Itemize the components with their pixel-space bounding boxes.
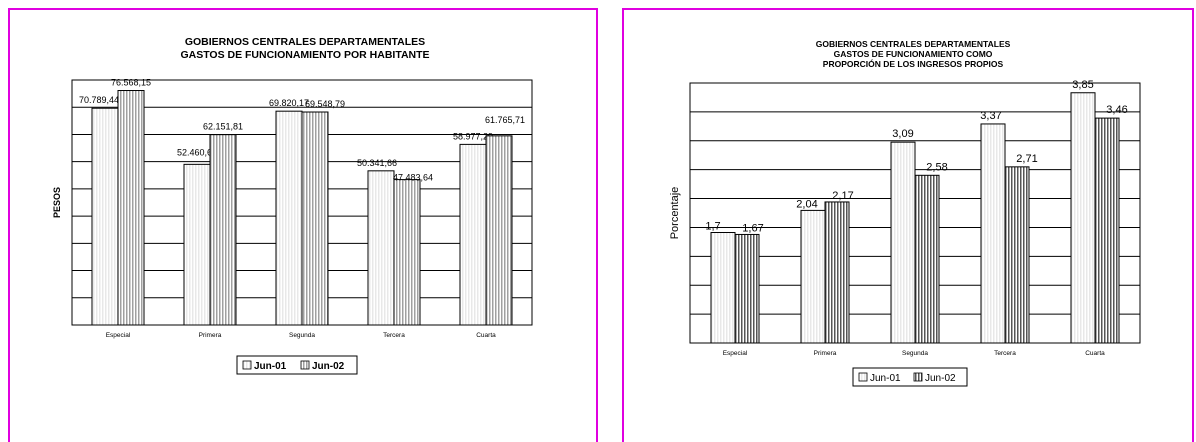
bar-jun-02 (1004, 166, 1030, 344)
y-axis-label: Porcentaje (669, 187, 681, 240)
bar-jun-01 (980, 123, 1006, 344)
x-tick-label: Segunda (902, 350, 928, 357)
bar-jun-01 (367, 170, 395, 326)
x-tick-label: Primera (199, 332, 222, 339)
bar-jun-01 (91, 107, 119, 326)
data-label: 62.151,81 (203, 122, 243, 132)
data-label: 1,7 (705, 221, 720, 233)
x-tick-label: Primera (814, 350, 837, 357)
legend (852, 367, 968, 387)
bar-jun-02 (1094, 117, 1120, 344)
bar-jun-02 (824, 201, 850, 344)
legend-swatch (242, 360, 252, 370)
bar-jun-02 (393, 179, 421, 326)
data-label: 3,09 (892, 128, 913, 140)
data-label: 3,37 (980, 110, 1001, 122)
data-label: 2,17 (832, 190, 853, 202)
bar-jun-01 (710, 232, 736, 344)
legend-swatch (858, 372, 868, 382)
data-label: 1,67 (742, 222, 763, 234)
data-label: 2,71 (1016, 153, 1037, 165)
data-label: 2,58 (926, 161, 947, 173)
chart-title-line: GOBIERNOS CENTRALES DEPARTAMENTALES (816, 39, 1011, 49)
y-axis-label: PESOS (52, 187, 62, 218)
data-label: 3,46 (1106, 104, 1127, 116)
bar-jun-02 (301, 111, 329, 326)
bar-jun-01 (890, 141, 916, 344)
bar-jun-02 (734, 233, 760, 344)
data-label: 69.548,79 (305, 99, 345, 109)
data-label: 70.789,44 (79, 95, 119, 105)
chart-title-line: GOBIERNOS CENTRALES DEPARTAMENTALES (185, 36, 425, 48)
data-label: 69.820,17 (269, 98, 309, 108)
chart-title-line: GASTOS DE FUNCIONAMIENTO POR HABITANTE (180, 49, 429, 61)
data-label: 58.977,29 (453, 131, 493, 141)
x-tick-label: Especial (106, 332, 131, 339)
data-label: 2,04 (796, 198, 817, 210)
legend-entry: Jun-01 (870, 373, 901, 384)
data-label: 50.341,66 (357, 158, 397, 168)
data-label: 76.568,15 (111, 78, 151, 88)
chart-title-line: GASTOS DE FUNCIONAMIENTO COMO (834, 49, 993, 59)
bar-jun-01 (800, 209, 826, 344)
x-tick-label: Especial (723, 350, 748, 357)
bar-jun-02 (914, 174, 940, 344)
data-label: 52.460,63 (177, 147, 217, 157)
bar-jun-02 (485, 135, 513, 326)
x-tick-label: Tercera (994, 350, 1016, 357)
bar-jun-01 (183, 163, 211, 326)
data-label: 47.483,64 (393, 173, 433, 183)
chart-title-line: PROPORCIÓN DE LOS INGRESOS PROPIOS (823, 58, 1004, 69)
x-tick-label: Segunda (289, 332, 315, 339)
legend-entry: Jun-02 (925, 373, 956, 384)
x-tick-label: Tercera (383, 332, 405, 339)
bar-jun-01 (1070, 92, 1096, 344)
legend-entry: Jun-01 (254, 361, 287, 372)
data-label: 3,85 (1072, 79, 1093, 91)
x-tick-label: Cuarta (476, 332, 496, 339)
bar-jun-02 (209, 134, 237, 326)
legend (236, 355, 358, 375)
x-tick-label: Cuarta (1085, 350, 1105, 357)
legend-swatch (913, 372, 923, 382)
legend-entry: Jun-02 (312, 361, 345, 372)
data-label: 61.765,71 (485, 115, 525, 125)
bar-jun-02 (117, 90, 145, 326)
bar-jun-01 (459, 143, 487, 326)
legend-swatch (300, 360, 310, 370)
